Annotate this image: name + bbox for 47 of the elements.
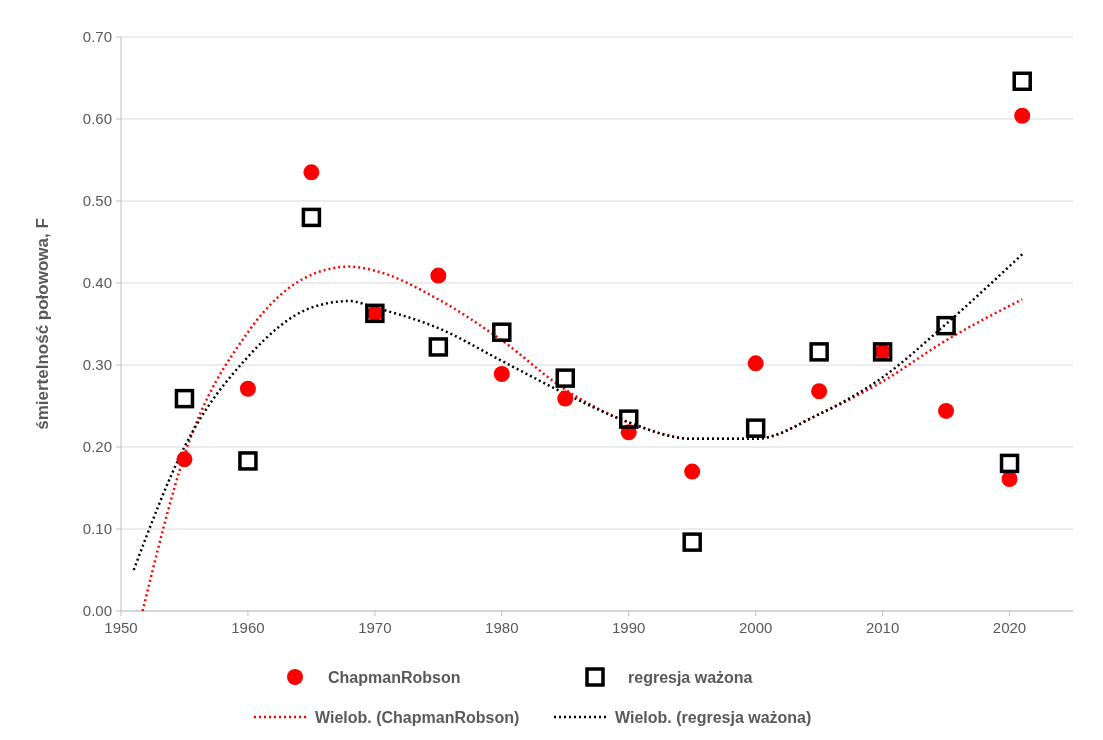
point (430, 267, 447, 284)
point (238, 451, 258, 471)
point (492, 322, 512, 342)
legend-label: Wielob. (ChapmanRobson) (315, 709, 520, 726)
y-tick-label: 0.50 (82, 192, 112, 209)
point (239, 380, 256, 397)
point (936, 315, 956, 336)
point (176, 451, 193, 468)
x-tick-label: 2000 (738, 619, 773, 636)
x-tick-label: 1980 (485, 619, 519, 636)
x-tick-label: 2010 (865, 619, 900, 636)
x-tick-label: 1950 (104, 619, 138, 636)
x-tick-label: 2020 (992, 619, 1027, 636)
point (938, 402, 955, 419)
point (684, 463, 701, 480)
point (493, 366, 510, 383)
point (1012, 71, 1032, 92)
y-tick-label: 0.70 (82, 28, 112, 45)
point (999, 453, 1020, 474)
point (618, 409, 639, 429)
point (809, 342, 829, 362)
x-tick-label: 1960 (231, 619, 265, 636)
y-tick-label: 0.40 (82, 274, 112, 291)
point (557, 390, 574, 407)
y-tick-label: 0.20 (82, 438, 112, 455)
legend-label: ChapmanRobson (328, 669, 461, 686)
point (303, 164, 320, 181)
y-tick-label: 0.00 (82, 602, 112, 619)
legend-label: Wielob. (regresja ważona) (615, 709, 812, 726)
point (555, 368, 576, 388)
point (1014, 107, 1031, 124)
point (682, 532, 702, 552)
point (174, 388, 195, 409)
point (811, 383, 828, 400)
y-tick-label: 0.60 (82, 110, 112, 127)
x-tick-label: 1970 (358, 619, 392, 636)
y-tick-label: 0.10 (82, 520, 112, 537)
line-series (141, 265, 1024, 613)
point (745, 418, 766, 438)
legend-label: regresja ważona (628, 669, 753, 686)
x-tick-label: 1990 (612, 619, 646, 636)
point (428, 337, 449, 357)
point (301, 207, 322, 228)
y-axis-title: śmiertelność połowowa, F (33, 218, 52, 430)
y-tick-label: 0.30 (82, 356, 112, 373)
point (747, 355, 764, 372)
line-series (132, 253, 1024, 572)
